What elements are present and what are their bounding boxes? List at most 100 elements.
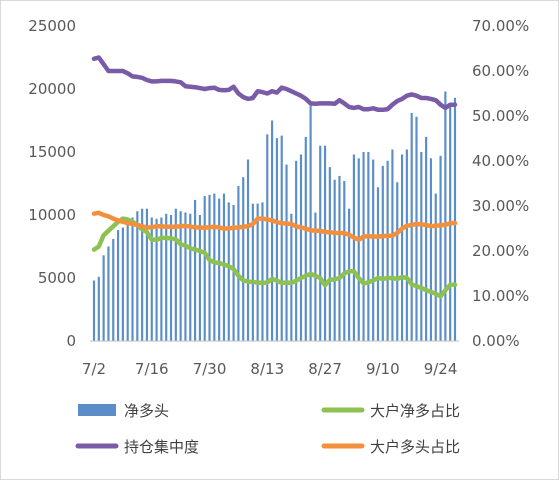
bar-net-long	[222, 193, 226, 341]
y-right-tick-label: 40.00%	[472, 152, 529, 170]
bar-net-long	[391, 149, 394, 341]
bar-net-long	[275, 138, 278, 341]
bar-net-long	[381, 165, 384, 341]
bar-net-long	[193, 199, 197, 341]
y-right-tick-label: 0.00%	[472, 332, 520, 350]
line-large-long-ratio	[91, 210, 458, 243]
bar-net-long	[333, 179, 336, 341]
bar-net-long	[295, 160, 298, 341]
bar-net-long	[396, 182, 399, 341]
bar-net-long	[304, 136, 307, 341]
bar-net-long	[429, 158, 433, 341]
bar-net-long	[102, 255, 105, 341]
bar-net-long	[328, 167, 331, 341]
bar-net-long	[319, 145, 322, 341]
bar-net-long	[280, 135, 283, 341]
bar-net-long	[116, 230, 120, 341]
bar-net-long	[203, 196, 206, 341]
bar-net-long	[150, 217, 153, 341]
legend-swatch-bar	[78, 404, 116, 416]
y-right-tick-label: 10.00%	[472, 287, 529, 305]
bar-net-long	[160, 217, 163, 341]
bar-net-long	[112, 238, 115, 341]
x-tick-label: 7/2	[82, 360, 106, 378]
bar-net-long	[131, 217, 134, 341]
bar-net-long	[343, 180, 346, 341]
bar-net-long	[232, 204, 235, 341]
x-axis-ticks: 7/2 7/16 7/30 8/13 8/27 9/10 9/24	[82, 360, 457, 378]
bar-net-long	[246, 159, 250, 341]
bar-net-long	[386, 160, 389, 341]
bar-net-long	[165, 213, 168, 341]
bar-net-long	[237, 186, 240, 341]
bar-net-long	[338, 175, 341, 341]
bar-net-long	[242, 177, 245, 341]
y-right-tick-label: 30.00%	[472, 197, 529, 215]
bar-net-long	[189, 213, 192, 341]
bar-net-long	[439, 155, 442, 341]
y-left-tick-label: 20000	[28, 80, 76, 98]
y-left-tick-label: 10000	[28, 206, 76, 224]
x-tick-label: 9/10	[366, 360, 400, 378]
y-right-tick-label: 70.00%	[472, 17, 529, 35]
bar-net-long	[400, 154, 404, 341]
bar-net-long	[405, 149, 408, 341]
bar-net-long	[227, 202, 230, 341]
x-tick-label: 7/30	[193, 360, 227, 378]
legend-label: 净多头	[124, 402, 169, 420]
bar-net-long	[179, 211, 182, 341]
bar-net-long	[184, 212, 187, 341]
y-right-tick-label: 20.00%	[472, 242, 529, 260]
legend-label: 大户净多占比	[370, 402, 460, 420]
x-tick-label: 8/27	[308, 360, 342, 378]
y-axis-right-ticks: 0.00% 10.00% 20.00% 30.00% 40.00% 50.00% 60.00…	[472, 17, 529, 350]
line-large-net-long-ratio	[91, 216, 458, 299]
x-tick-label: 9/24	[424, 360, 458, 378]
x-tick-label: 8/13	[250, 360, 284, 378]
bar-net-long	[256, 203, 259, 341]
bar-net-long	[348, 208, 351, 341]
bar-net-long	[434, 193, 437, 341]
line-series-group	[91, 55, 458, 299]
bar-net-long	[367, 152, 370, 341]
bar-net-long	[169, 215, 173, 341]
bar-net-long	[97, 276, 100, 341]
bar-net-long	[261, 202, 264, 341]
bar-net-long	[376, 187, 380, 341]
bar-net-long	[266, 134, 269, 341]
bar-net-long	[420, 152, 423, 341]
legend-label: 大户多头占比	[370, 438, 460, 456]
legend-label: 持仓集中度	[124, 438, 199, 456]
bar-net-long	[299, 154, 303, 341]
bar-net-long	[352, 154, 356, 341]
bar-net-long	[107, 246, 110, 341]
y-left-tick-label: 0	[66, 332, 76, 350]
bar-net-long	[444, 91, 447, 342]
y-right-tick-label: 50.00%	[472, 107, 529, 125]
bar-net-long	[208, 194, 211, 341]
bar-net-long	[309, 101, 312, 341]
bar-net-long	[425, 136, 428, 341]
bar-net-long	[251, 203, 254, 341]
line-position-concentration	[91, 55, 458, 112]
bar-net-long	[453, 97, 457, 341]
bar-net-long	[285, 164, 288, 341]
y-left-tick-label: 5000	[38, 269, 76, 287]
bar-net-long	[415, 116, 418, 341]
x-tick-label: 7/16	[135, 360, 169, 378]
bar-net-long	[290, 213, 293, 341]
bar-net-long	[271, 120, 274, 341]
bar-net-long	[136, 211, 139, 341]
bar-net-long	[121, 227, 124, 341]
y-right-tick-label: 60.00%	[472, 62, 529, 80]
y-left-tick-label: 25000	[28, 17, 76, 35]
bar-net-long	[323, 145, 327, 341]
bar-net-long	[126, 220, 129, 341]
bar-net-long	[372, 159, 375, 341]
bar-net-long	[357, 158, 360, 341]
bar-net-long	[145, 208, 149, 341]
bar-series-net-long	[92, 91, 457, 342]
